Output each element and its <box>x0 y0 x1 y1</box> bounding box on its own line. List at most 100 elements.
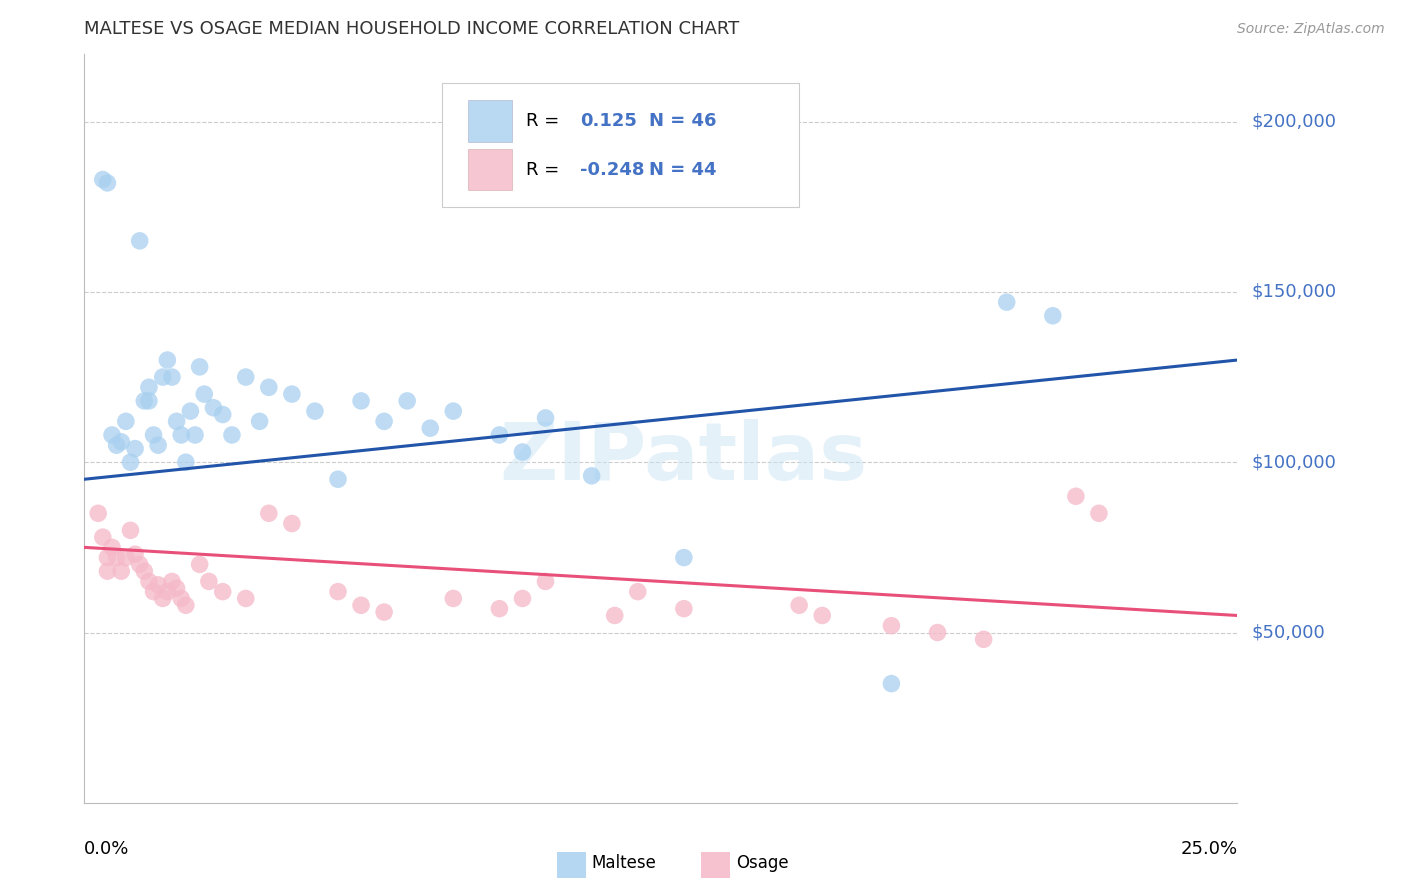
Point <box>326 584 349 599</box>
Point <box>534 411 557 425</box>
Point <box>198 574 221 589</box>
Point <box>672 601 695 615</box>
Point <box>193 387 215 401</box>
Text: Source: ZipAtlas.com: Source: ZipAtlas.com <box>1237 22 1385 37</box>
Point <box>170 428 193 442</box>
Point <box>170 591 193 606</box>
Point <box>142 428 165 442</box>
Point <box>166 581 188 595</box>
Point <box>138 380 160 394</box>
Point <box>96 176 118 190</box>
Point <box>174 599 197 613</box>
Text: $150,000: $150,000 <box>1251 283 1336 301</box>
Point <box>202 401 225 415</box>
Point <box>142 584 165 599</box>
Point <box>350 393 373 408</box>
Point <box>188 558 211 572</box>
Point <box>995 295 1018 310</box>
FancyBboxPatch shape <box>441 84 799 207</box>
Point <box>880 676 903 690</box>
Point <box>257 380 280 394</box>
Point <box>257 506 280 520</box>
Point <box>326 472 349 486</box>
Point <box>138 574 160 589</box>
Point <box>160 370 183 384</box>
Point <box>91 530 114 544</box>
Point <box>124 547 146 561</box>
Point <box>512 591 534 606</box>
Text: R =: R = <box>526 112 565 130</box>
Text: 0.0%: 0.0% <box>84 840 129 858</box>
Point <box>152 591 174 606</box>
Point <box>128 558 150 572</box>
Point <box>146 438 169 452</box>
Point <box>96 564 118 578</box>
Point <box>281 516 304 531</box>
Point <box>184 428 207 442</box>
Point <box>512 445 534 459</box>
Point <box>304 404 326 418</box>
Point <box>488 601 510 615</box>
Point <box>152 370 174 384</box>
Point <box>1064 489 1087 503</box>
Text: $200,000: $200,000 <box>1251 112 1336 130</box>
Point <box>373 605 395 619</box>
Point <box>156 353 179 368</box>
Point <box>174 455 197 469</box>
Point <box>120 455 142 469</box>
Point <box>188 359 211 374</box>
Point <box>488 428 510 442</box>
Point <box>441 404 464 418</box>
Point <box>96 550 118 565</box>
Point <box>101 541 124 555</box>
Point <box>534 574 557 589</box>
Text: 25.0%: 25.0% <box>1180 840 1237 858</box>
Text: ZIPatlas: ZIPatlas <box>499 419 868 497</box>
Point <box>603 608 626 623</box>
Point <box>120 524 142 538</box>
Point <box>134 564 156 578</box>
Point <box>124 442 146 456</box>
Text: $50,000: $50,000 <box>1251 624 1324 641</box>
Point <box>811 608 834 623</box>
Point <box>101 428 124 442</box>
Point <box>160 574 183 589</box>
Point <box>146 578 169 592</box>
Point <box>138 393 160 408</box>
Point <box>87 506 110 520</box>
Text: Osage: Osage <box>735 854 789 871</box>
Point <box>373 414 395 428</box>
Text: -0.248: -0.248 <box>581 161 644 178</box>
Bar <box>702 852 730 878</box>
Point <box>156 584 179 599</box>
Point <box>179 404 201 418</box>
Point <box>105 550 128 565</box>
Text: MALTESE VS OSAGE MEDIAN HOUSEHOLD INCOME CORRELATION CHART: MALTESE VS OSAGE MEDIAN HOUSEHOLD INCOME… <box>84 21 740 38</box>
Point <box>927 625 949 640</box>
Point <box>211 584 233 599</box>
Point <box>880 618 903 632</box>
Point <box>115 414 138 428</box>
Text: N = 46: N = 46 <box>650 112 717 130</box>
Text: 0.125: 0.125 <box>581 112 637 130</box>
Bar <box>468 149 512 190</box>
Point <box>166 414 188 428</box>
Point <box>128 234 150 248</box>
Bar <box>468 101 512 142</box>
Bar <box>557 852 586 878</box>
Point <box>581 468 603 483</box>
Point <box>672 550 695 565</box>
Point <box>627 584 650 599</box>
Point <box>1042 309 1064 323</box>
Text: Maltese: Maltese <box>592 854 657 871</box>
Point <box>441 591 464 606</box>
Point <box>110 434 132 449</box>
Point <box>110 564 132 578</box>
Point <box>134 393 156 408</box>
Point <box>787 599 810 613</box>
Point <box>249 414 271 428</box>
Point <box>396 393 419 408</box>
Point <box>281 387 304 401</box>
Point <box>350 599 373 613</box>
Point <box>235 591 257 606</box>
